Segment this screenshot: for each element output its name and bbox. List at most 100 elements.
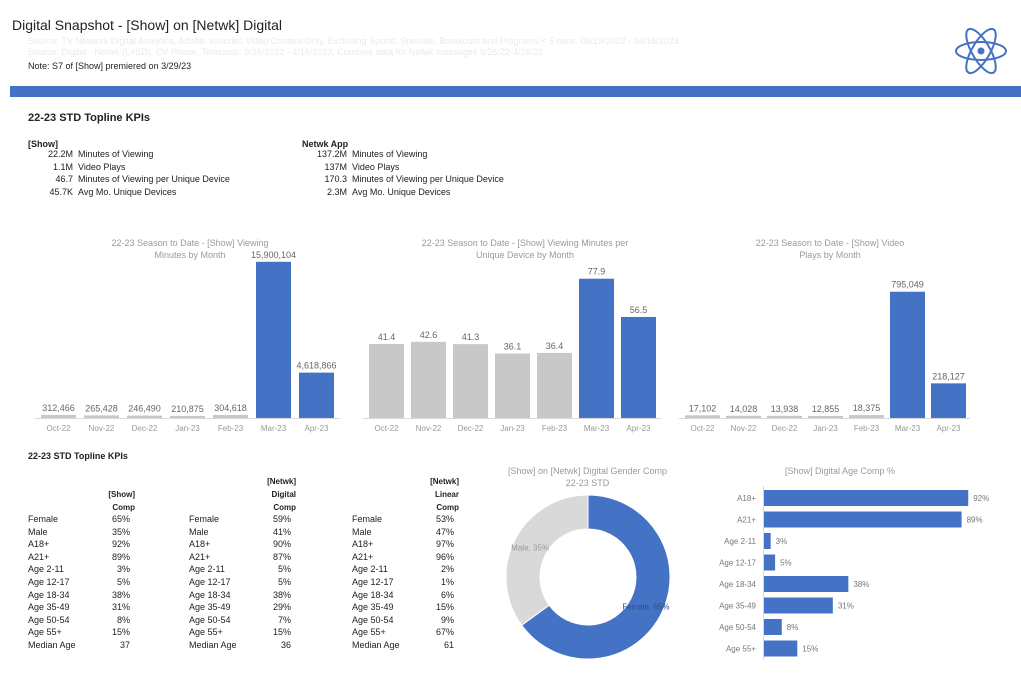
source-line-2: Source: Digital - Netwk (L+SD), CV Phone… (28, 47, 543, 57)
comp-table-row: Age 2-11 3% (28, 564, 135, 577)
chart3-data-label: 12,855 (812, 404, 840, 414)
chart2-bar (495, 353, 530, 418)
chart1-bar (299, 372, 334, 418)
chart3-data-label: 18,375 (853, 403, 881, 413)
chart2-bar (369, 343, 404, 418)
comp-column-header: [Netwk] Linear Comp (352, 475, 459, 514)
chart3-tick-label: Oct-22 (690, 424, 715, 433)
comp-table-row: Age 12-17 5% (28, 577, 135, 590)
comp-row-value: 7% (277, 614, 291, 625)
chart3-data-label: 17,102 (689, 403, 717, 413)
app-kpi-value: 137.2M (316, 149, 347, 159)
comp-row-label: Age 55+ (352, 627, 386, 638)
age-bar (764, 511, 962, 528)
comp-row-label: Female (28, 514, 59, 524)
comp-table-row: Age 2-11 2% (352, 564, 459, 577)
comp-row-value: 15% (435, 602, 454, 613)
chart2-data-label: 42.6 (420, 330, 438, 340)
show-kpi-row: 46.7 Minutes of Viewing per Unique Device (28, 174, 229, 187)
comp-row-label: A21+ (189, 551, 211, 562)
age-tick-label: Age 55+ (726, 645, 756, 654)
chart1-data-label: 265,428 (85, 403, 118, 413)
comp-row-value: 29% (272, 602, 291, 613)
comp-row-label: Age 35-49 (28, 602, 70, 613)
section-title: 22-23 STD Topline KPIs (28, 112, 151, 124)
age-data-label: 92% (973, 494, 989, 503)
comp-row-value: 67% (435, 627, 454, 638)
comp-table-row: Female 65% (28, 514, 135, 527)
comp-row-value: 36 (280, 639, 291, 650)
chart2-tick-label: Oct-22 (374, 424, 399, 433)
comp-table-row: A21+ 89% (28, 552, 135, 565)
chart1-tick-label: Feb-23 (218, 424, 244, 433)
chart2-bar (621, 316, 656, 418)
show-kpi-value: 46.7 (55, 174, 73, 185)
comp-row-value: 31% (111, 602, 130, 613)
page-title: Digital Snapshot - [Show] on [Netwk] Dig… (12, 17, 283, 33)
comp-column: [Netwk] Linear Comp Female 53% Male 47% A18+ 97%… (352, 475, 459, 653)
chart2-data-label: 77.9 (588, 267, 606, 277)
comp-header-line: [Netwk] (267, 477, 296, 486)
comp-table-row: Median Age 36 (189, 640, 296, 653)
chart3-tick-label: Nov-22 (731, 424, 757, 433)
source-line-1: Source: TV Network Digital Analytics, Ad… (28, 36, 679, 46)
comp-table-row: A18+ 97% (352, 539, 459, 552)
chart3-tick-label: Apr-23 (936, 424, 961, 433)
chart1-data-label: 15,900,104 (251, 250, 296, 260)
chart3-bar (808, 415, 843, 418)
comp-column-header: [Show] Comp (28, 475, 135, 514)
chart1-tick-label: Jan-23 (175, 424, 200, 433)
comp-row-value: 59% (272, 514, 291, 524)
show-kpi-label: Minutes of Viewing (78, 149, 154, 159)
age-bar (764, 490, 969, 506)
comp-row-label: Median Age (352, 639, 400, 650)
app-kpi-row: 137M Video Plays (302, 162, 504, 175)
age-data-label: 31% (838, 602, 854, 611)
age-bar (764, 554, 776, 571)
comp-header-line: Digital (271, 490, 296, 499)
app-kpi-value: 137M (324, 161, 347, 172)
comp-row-label: Age 12-17 (28, 576, 70, 587)
app-kpi-value: 170.3 (324, 174, 347, 185)
comp-table-row: Age 50-54 9% (352, 615, 459, 628)
comp-table-row: A18+ 90% (189, 539, 296, 552)
chart2-data-label: 41.3 (462, 332, 480, 342)
age-tick-label: Age 2-11 (724, 537, 756, 546)
chart3-data-label: 13,938 (771, 404, 799, 414)
gender-title-line2: 22-23 STD (565, 478, 610, 488)
comp-table-row: Age 55+ 15% (28, 627, 135, 640)
comp-table-row: A18+ 92% (28, 539, 135, 552)
comp-row-value: 37 (119, 639, 130, 650)
chart2-tick-label: Feb-23 (542, 424, 568, 433)
age-tick-label: Age 18-34 (719, 580, 756, 589)
comp-table-row: Age 18-34 38% (189, 590, 296, 603)
comp-row-value: 8% (116, 614, 130, 625)
comp-table-row: Age 35-49 31% (28, 602, 135, 615)
comp-table-row: Male 41% (189, 527, 296, 540)
chart2-data-label: 56.5 (630, 305, 648, 315)
chart3-data-label: 795,049 (891, 280, 924, 290)
comp-row-label: Male (28, 526, 48, 537)
chart3-bar (931, 383, 966, 418)
chart1-title: 22-23 Season to Date - [Show] Viewing Mi… (60, 237, 320, 261)
chart1-title-line1: 22-23 Season to Date - [Show] Viewing (111, 238, 269, 248)
comp-row-value: 89% (111, 551, 130, 562)
comp-table-row: Age 12-17 5% (189, 577, 296, 590)
comp-row-value: 15% (111, 627, 130, 638)
chart2-tick-label: Apr-23 (626, 424, 651, 433)
chart1-bar (127, 415, 162, 418)
age-data-label: 5% (780, 559, 792, 568)
chart2-tick-label: Jan-23 (500, 424, 525, 433)
atom-logo-icon (952, 26, 1010, 76)
chart3-data-label: 14,028 (730, 404, 758, 414)
age-bar (764, 640, 798, 657)
show-kpi-row: 22.2M Minutes of Viewing (28, 149, 230, 162)
comp-row-label: Median Age (28, 639, 76, 650)
chart2-data-label: 36.1 (504, 341, 522, 351)
comp-table-row: Female 59% (189, 514, 296, 527)
comp-header-line: Comp (112, 503, 135, 512)
chart3-bar (685, 415, 720, 418)
comp-table-row: Age 50-54 7% (189, 615, 296, 628)
chart3-bar (767, 415, 802, 418)
chart1-data-label: 312,466 (42, 403, 75, 413)
